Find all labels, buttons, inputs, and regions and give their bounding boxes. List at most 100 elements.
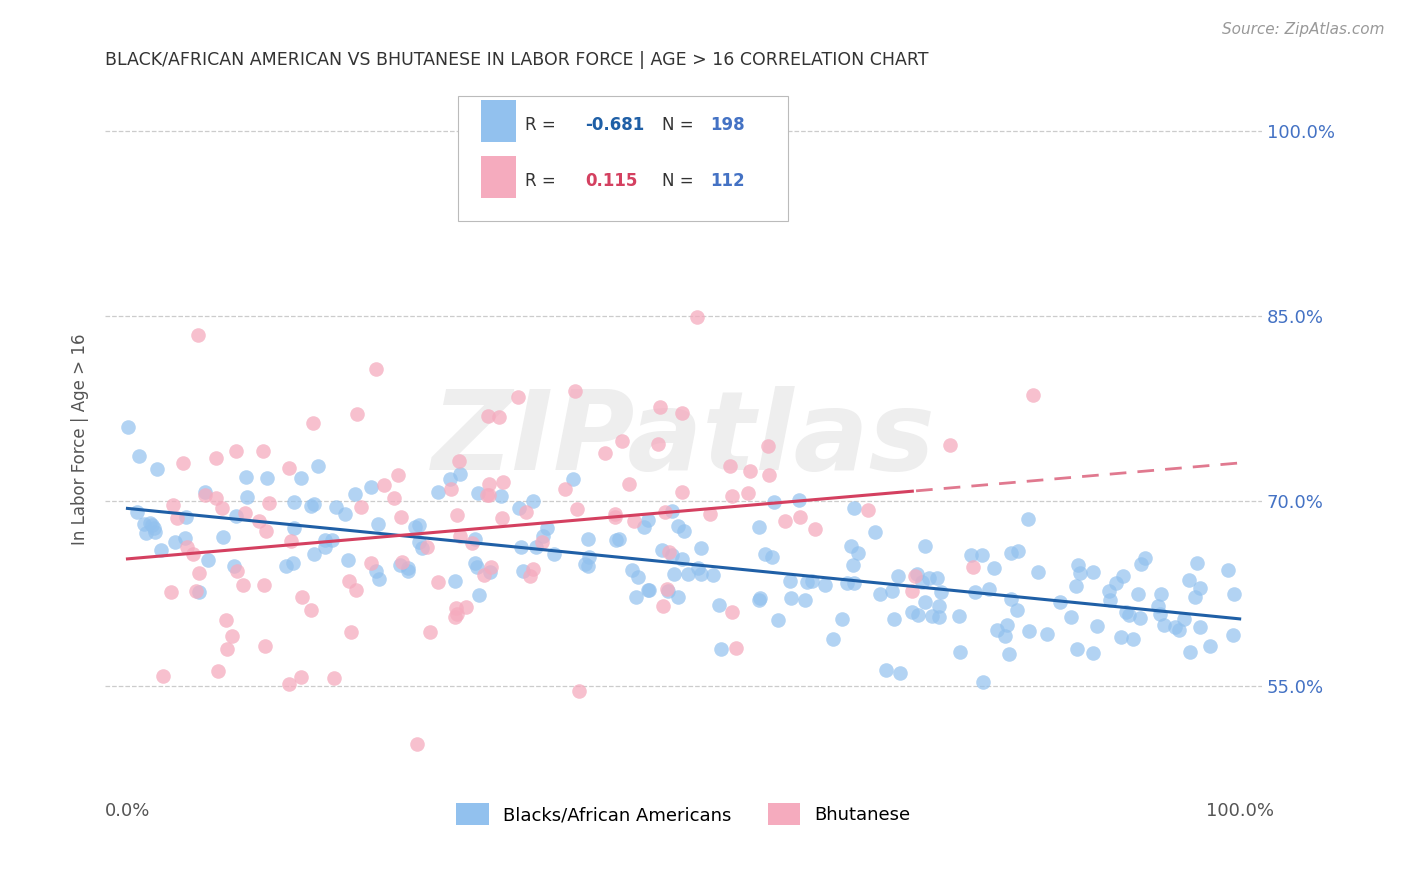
Point bbox=[404, 520, 426, 534]
Point bbox=[1147, 599, 1170, 613]
Point bbox=[869, 587, 891, 601]
Point bbox=[754, 547, 776, 561]
Point bbox=[668, 519, 690, 533]
Point bbox=[918, 571, 941, 585]
Point bbox=[574, 557, 596, 571]
Point bbox=[478, 487, 501, 501]
Point bbox=[605, 510, 627, 524]
Point bbox=[1000, 546, 1022, 560]
Point bbox=[360, 480, 382, 494]
Point bbox=[846, 546, 869, 560]
Point bbox=[143, 524, 166, 539]
Point bbox=[252, 443, 274, 458]
Point bbox=[1135, 550, 1157, 565]
Point bbox=[1005, 603, 1028, 617]
Point bbox=[702, 567, 724, 582]
Point bbox=[117, 419, 139, 434]
Point bbox=[339, 624, 361, 639]
Point bbox=[756, 439, 779, 453]
Point bbox=[1199, 640, 1222, 654]
Point bbox=[207, 664, 229, 678]
Point bbox=[1098, 593, 1121, 607]
Point bbox=[1185, 556, 1208, 570]
Point bbox=[152, 669, 174, 683]
Y-axis label: In Labor Force | Age > 16: In Labor Force | Age > 16 bbox=[72, 334, 89, 545]
Point bbox=[337, 553, 360, 567]
Point bbox=[335, 507, 357, 521]
Point bbox=[391, 556, 413, 570]
Point bbox=[844, 500, 866, 515]
Point bbox=[522, 562, 544, 576]
Point bbox=[176, 541, 198, 555]
Point bbox=[748, 591, 770, 606]
Point bbox=[464, 533, 486, 547]
Point bbox=[512, 564, 534, 578]
Point bbox=[373, 478, 395, 492]
Point bbox=[488, 410, 510, 425]
Point bbox=[215, 641, 238, 656]
Point bbox=[299, 499, 322, 513]
Point bbox=[479, 560, 502, 574]
Text: BLACK/AFRICAN AMERICAN VS BHUTANESE IN LABOR FORCE | AGE > 16 CORRELATION CHART: BLACK/AFRICAN AMERICAN VS BHUTANESE IN L… bbox=[105, 51, 929, 69]
Point bbox=[666, 591, 689, 605]
Point bbox=[1109, 630, 1132, 644]
Point bbox=[256, 470, 278, 484]
Point bbox=[655, 582, 678, 597]
Point bbox=[163, 534, 186, 549]
Point bbox=[1189, 581, 1212, 595]
Point bbox=[554, 482, 576, 496]
Point bbox=[1081, 646, 1104, 660]
Point bbox=[519, 569, 541, 583]
Point bbox=[299, 603, 322, 617]
Point bbox=[842, 558, 865, 572]
Point bbox=[343, 486, 366, 500]
Point bbox=[763, 494, 786, 508]
Point bbox=[1129, 611, 1152, 625]
Point bbox=[821, 632, 844, 646]
FancyBboxPatch shape bbox=[481, 100, 516, 143]
Point bbox=[1118, 607, 1140, 622]
Point bbox=[928, 609, 950, 624]
Point bbox=[939, 438, 962, 452]
Point bbox=[794, 592, 817, 607]
Point bbox=[568, 684, 591, 698]
Point bbox=[194, 488, 217, 502]
Point bbox=[461, 535, 484, 549]
Point bbox=[492, 475, 515, 489]
Point bbox=[416, 540, 439, 554]
Point bbox=[718, 458, 741, 473]
Point bbox=[321, 533, 343, 547]
Point bbox=[382, 491, 405, 505]
Point bbox=[688, 561, 710, 575]
Point bbox=[1007, 544, 1029, 558]
Point bbox=[388, 558, 411, 572]
Point bbox=[1069, 566, 1091, 581]
Point bbox=[1180, 645, 1202, 659]
Point bbox=[427, 575, 450, 590]
Point bbox=[748, 520, 770, 534]
Point bbox=[408, 517, 430, 532]
Text: N =: N = bbox=[662, 172, 693, 190]
Point bbox=[842, 575, 865, 590]
Point bbox=[921, 609, 943, 624]
Point bbox=[831, 612, 853, 626]
Point bbox=[254, 524, 277, 539]
Point bbox=[174, 531, 197, 545]
Point bbox=[1216, 564, 1239, 578]
Point bbox=[531, 529, 554, 543]
Point bbox=[983, 561, 1005, 575]
FancyBboxPatch shape bbox=[481, 156, 516, 198]
Point bbox=[962, 560, 984, 574]
Point bbox=[447, 454, 470, 468]
Text: ZIPatlas: ZIPatlas bbox=[432, 385, 935, 492]
Point bbox=[139, 516, 162, 531]
Point bbox=[672, 524, 695, 538]
Point bbox=[1049, 595, 1071, 609]
Point bbox=[671, 552, 693, 566]
Point bbox=[960, 548, 983, 562]
Point bbox=[1149, 607, 1171, 621]
Point bbox=[302, 498, 325, 512]
Point bbox=[963, 585, 986, 599]
Point bbox=[576, 558, 599, 573]
Point bbox=[509, 540, 531, 554]
